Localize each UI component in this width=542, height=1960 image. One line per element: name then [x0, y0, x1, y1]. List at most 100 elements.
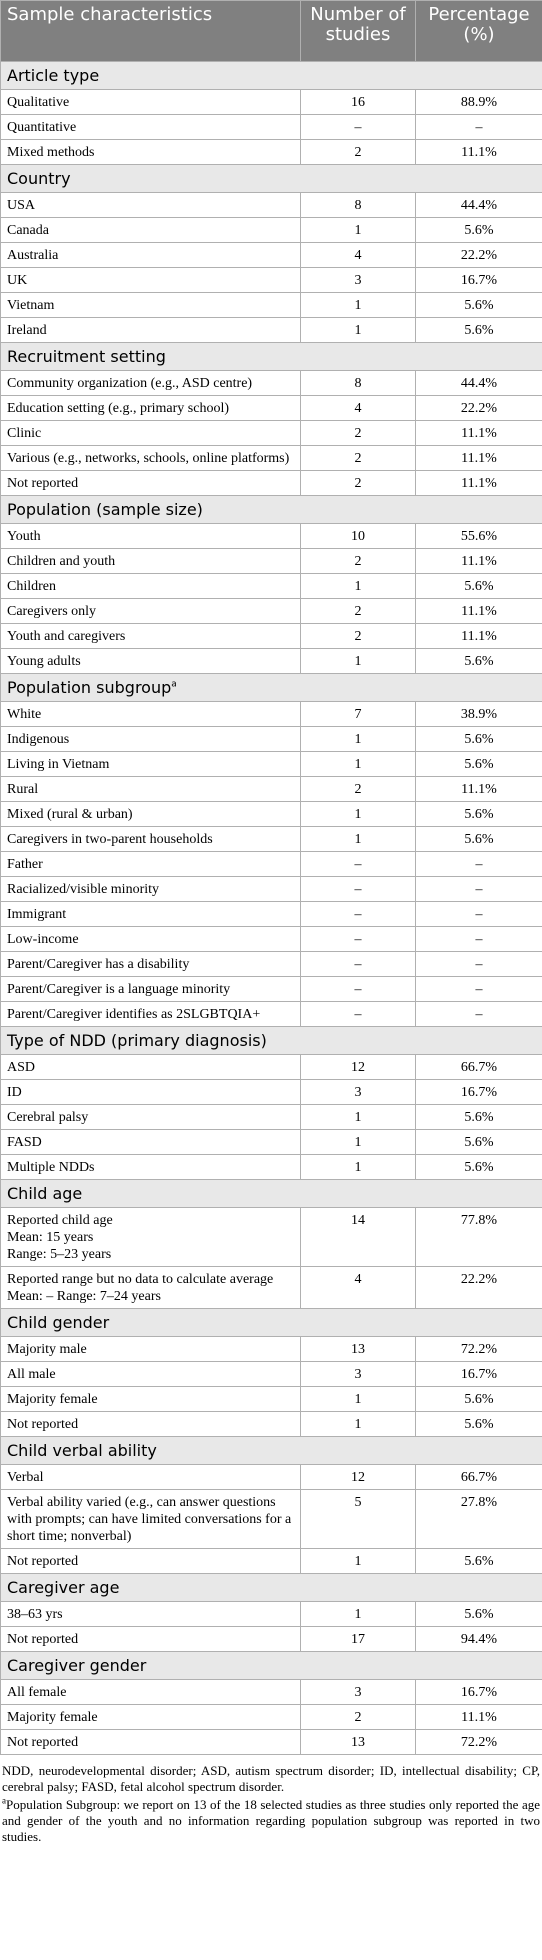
data-row: UK 3 16.7% [0, 267, 542, 293]
count-cell: 3 [300, 267, 416, 293]
count-cell: 1 [300, 1601, 416, 1627]
count-cell: 10 [300, 523, 416, 549]
percent-cell: – [415, 1001, 542, 1027]
data-row: All female 3 16.7% [0, 1679, 542, 1705]
footnote: NDD, neurodevelopmental disorder; ASD, a… [2, 1763, 540, 1795]
label-cell: Caregivers in two-parent households [0, 826, 301, 852]
count-cell: 1 [300, 1411, 416, 1437]
label-text: Education setting (e.g., primary school) [7, 401, 229, 416]
label-cell: Majority male [0, 1336, 301, 1362]
label-text: Community organization (e.g., ASD centre… [7, 376, 253, 391]
section-title: Type of NDD (primary diagnosis) [0, 1026, 542, 1055]
count-cell: – [300, 901, 416, 927]
label-cell: ID [0, 1079, 301, 1105]
label-cell: Youth [0, 523, 301, 549]
label-cell: Youth and caregivers [0, 623, 301, 649]
percent-cell: 5.6% [415, 1601, 542, 1627]
count-cell: 2 [300, 139, 416, 165]
label-text: Canada [7, 223, 49, 238]
label-cell: Reported child age Mean: 15 years Range: 5… [0, 1207, 301, 1267]
label-cell: Living in Vietnam [0, 751, 301, 777]
label-cell: 38–63 yrs [0, 1601, 301, 1627]
data-row: Not reported 13 72.2% [0, 1729, 542, 1755]
count-cell: 1 [300, 801, 416, 827]
label-text: Australia [7, 248, 59, 263]
label-cell: Rural [0, 776, 301, 802]
label-cell: Father [0, 851, 301, 877]
percent-cell: 66.7% [415, 1054, 542, 1080]
label-line: Reported range but no data to calculate … [7, 1272, 274, 1287]
section-row: Population subgroupa [0, 673, 542, 702]
label-text: White [7, 707, 42, 722]
section-title: Population subgroupa [0, 673, 542, 702]
percent-cell: 44.4% [415, 370, 542, 396]
percent-cell: 11.1% [415, 598, 542, 624]
section-title: Population (sample size) [0, 495, 542, 524]
label-text: Living in Vietnam [7, 757, 110, 772]
percent-cell: 22.2% [415, 242, 542, 268]
label-cell: Clinic [0, 420, 301, 446]
count-cell: 12 [300, 1054, 416, 1080]
label-cell: All female [0, 1679, 301, 1705]
header-cell: Sample characteristics [0, 0, 301, 62]
label-cell: Not reported [0, 1411, 301, 1437]
percent-cell: 72.2% [415, 1729, 542, 1755]
count-cell: – [300, 851, 416, 877]
footnote-text: Population Subgroup: we report on 13 of … [2, 1797, 540, 1844]
count-cell: 17 [300, 1626, 416, 1652]
data-row: ID 3 16.7% [0, 1079, 542, 1105]
percent-cell: 11.1% [415, 470, 542, 496]
label-text: Young adults [7, 654, 81, 669]
label-text: Parent/Caregiver has a disability [7, 957, 190, 972]
count-cell: 14 [300, 1207, 416, 1267]
label-cell: ASD [0, 1054, 301, 1080]
label-text: Not reported [7, 1632, 79, 1647]
count-cell: 1 [300, 826, 416, 852]
count-cell: 5 [300, 1489, 416, 1549]
label-cell: Canada [0, 217, 301, 243]
data-row: Racialized/visible minority – – [0, 876, 542, 902]
section-row: Child gender [0, 1308, 542, 1337]
data-row: Caregivers in two-parent households 1 5.6% [0, 826, 542, 852]
label-cell: Australia [0, 242, 301, 268]
percent-cell: 16.7% [415, 1079, 542, 1105]
section-row: Caregiver gender [0, 1651, 542, 1680]
data-row: Low-income – – [0, 926, 542, 952]
data-row: Father – – [0, 851, 542, 877]
data-row: Rural 2 11.1% [0, 776, 542, 802]
count-cell: 2 [300, 1704, 416, 1730]
data-row: Majority male 13 72.2% [0, 1336, 542, 1362]
label-cell: Not reported [0, 1548, 301, 1574]
label-cell: Ireland [0, 317, 301, 343]
count-cell: 1 [300, 1104, 416, 1130]
data-row: Cerebral palsy 1 5.6% [0, 1104, 542, 1130]
label-line: Mean: – Range: 7–24 years [7, 1289, 161, 1304]
label-text: Cerebral palsy [7, 1110, 89, 1125]
count-cell: 1 [300, 573, 416, 599]
label-text: Caregivers only [7, 604, 97, 619]
data-row: Ireland 1 5.6% [0, 317, 542, 343]
data-row: ASD 12 66.7% [0, 1054, 542, 1080]
count-cell: 3 [300, 1361, 416, 1387]
count-cell: 1 [300, 751, 416, 777]
section-title-text: Child verbal ability [7, 1441, 157, 1460]
label-text: Not reported [7, 1554, 79, 1569]
count-cell: – [300, 114, 416, 140]
footnote-mark: a [2, 1795, 6, 1806]
label-text: Not reported [7, 1417, 79, 1432]
section-title-text: Population (sample size) [7, 500, 203, 519]
count-cell: 3 [300, 1679, 416, 1705]
data-row: Parent/Caregiver has a disability – – [0, 951, 542, 977]
count-cell: 4 [300, 1266, 416, 1309]
count-cell: 2 [300, 470, 416, 496]
label-text: Majority female [7, 1710, 98, 1725]
percent-cell: 5.6% [415, 1154, 542, 1180]
header-row: Sample characteristics Number of studies… [0, 0, 542, 62]
label-text: Youth [7, 529, 41, 544]
label-text: Verbal [7, 1470, 44, 1485]
footnote-text: NDD, neurodevelopmental disorder; ASD, a… [2, 1763, 540, 1794]
count-cell: 4 [300, 395, 416, 421]
label-cell: Low-income [0, 926, 301, 952]
footnote-mark: a [171, 679, 177, 690]
count-cell: – [300, 976, 416, 1002]
